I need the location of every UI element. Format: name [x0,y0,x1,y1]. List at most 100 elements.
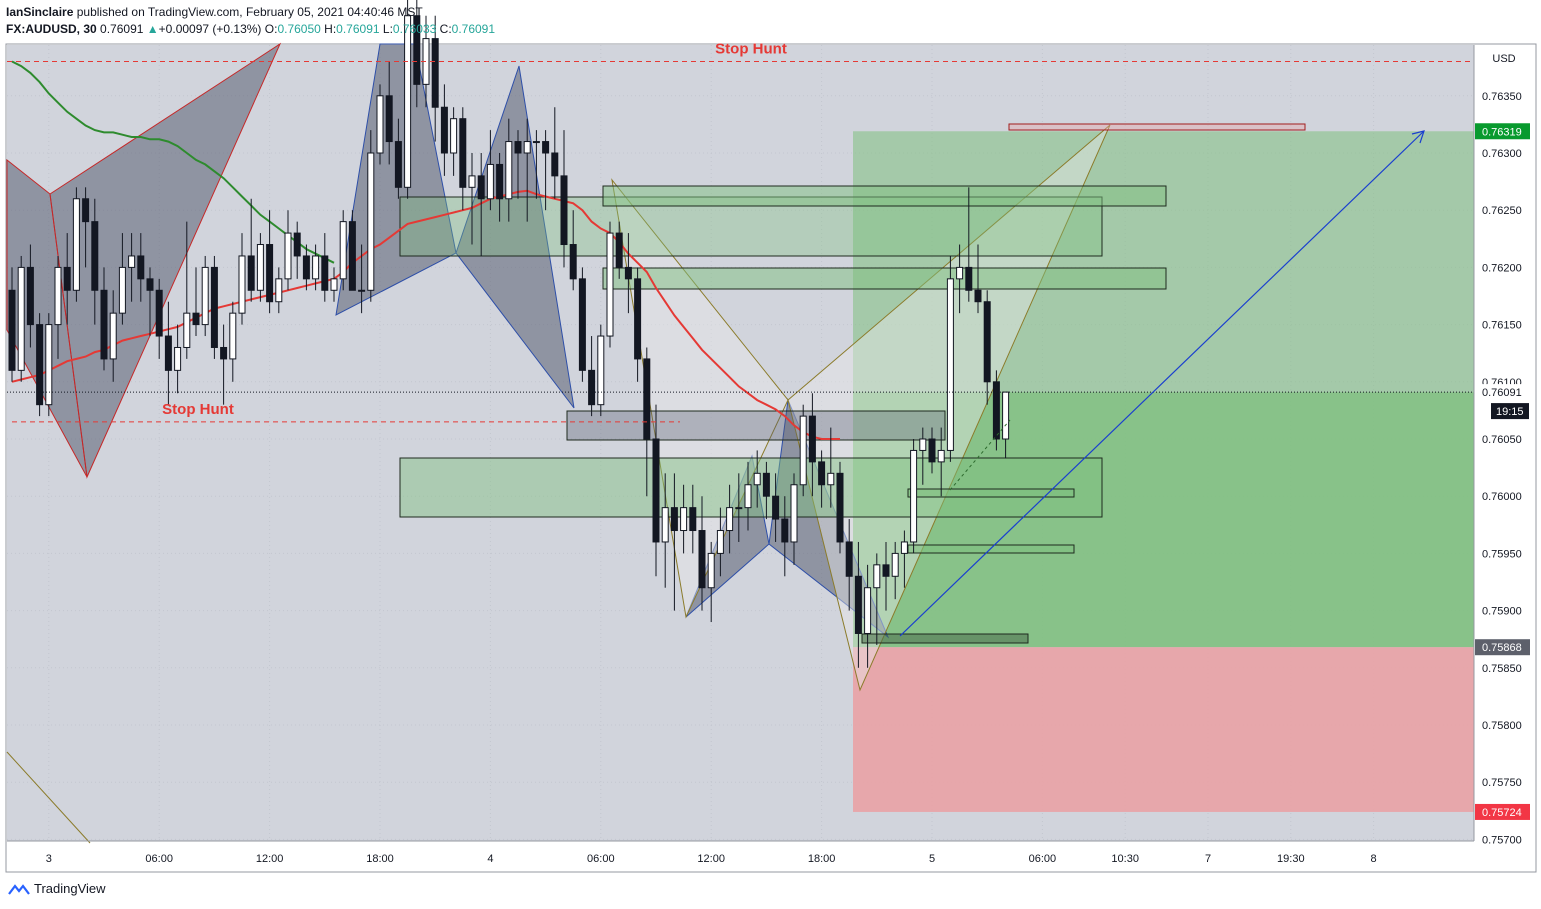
candle-body [891,552,899,577]
high-value: 0.76091 [336,22,380,36]
stop-zone [853,647,1474,812]
candle-body [431,38,439,108]
stop-hunt-label: Stop Hunt [715,40,787,57]
price-axis[interactable]: USD 0.76350 0.76300 0.76250 0.76200 0.76150 0.… [1473,45,1530,846]
time-tick-label: 18:00 [808,853,836,865]
publisher-name[interactable]: IanSinclaire [6,5,74,19]
high-label: H: [324,22,337,36]
time-tick-label: 06:00 [1029,853,1057,865]
close-label: C: [439,22,452,36]
price-change: +0.00097 (+0.13%) [158,22,262,36]
candle-body [974,289,982,303]
candle-body [413,15,421,85]
footer-brand[interactable]: TradingView [8,881,106,896]
candle-body [54,266,62,326]
candle-body [808,415,816,463]
price-tick-label: 0.75750 [1482,777,1522,789]
candle-body [358,289,366,292]
candle-body [36,324,44,406]
candle-body [1002,391,1010,440]
candle-body [569,244,577,280]
candle-body [937,449,945,463]
time-tick-label: 8 [1371,853,1377,865]
close-value: 0.76091 [451,22,496,36]
candle-body [45,324,53,406]
publish-info: IanSinclaire published on TradingView.co… [6,5,423,19]
candle-body [670,507,678,532]
candle-body [735,507,743,510]
time-tick-label: 06:00 [587,853,615,865]
price-tick-label: 0.75900 [1482,606,1522,618]
candle-body [72,198,80,291]
candle-body [634,278,642,360]
candle-body [542,141,550,154]
candle-body [900,541,908,554]
candle-body [588,369,596,406]
candle-body [992,381,1000,440]
price-tick-label: 0.76150 [1482,320,1522,332]
candle-body [312,255,320,280]
supply-demand-boxes [399,123,1306,644]
candle-body [266,244,274,303]
zone-box [566,410,946,441]
candle-body [477,175,485,200]
candle-body [707,552,715,589]
last-price-badge-bg [1475,384,1530,401]
up-arrow-icon: ▲ [146,22,159,36]
time-axis[interactable]: 3 06:00 12:00 18:00 4 06:00 12:00 18:00 5 06:00 10… [7,840,1474,865]
zone-box [861,633,1029,644]
ma-long-line [11,60,335,264]
candle-body [459,118,467,188]
candle-body [192,312,200,326]
candle-body [229,312,237,360]
candle-body [256,244,264,291]
candle-body [100,289,108,360]
zone-box [1008,123,1306,131]
price-tick-label: 0.76250 [1482,205,1522,217]
candle-body [827,472,835,486]
candle-body [753,472,761,486]
candle-body [845,541,853,577]
time-tick-label: 5 [929,853,935,865]
price-tick-label: 0.75700 [1482,834,1522,846]
candle-body [486,163,494,200]
harmonic-pattern [49,42,282,479]
candle-body [201,266,209,326]
candle-body [983,301,991,383]
candle-body [698,530,706,589]
price-tick-label: 0.75950 [1482,548,1522,560]
candle-body [560,175,568,246]
symbol[interactable]: FX:AUDUSD [6,22,77,36]
candle-body [440,106,448,154]
candle-body [238,255,246,314]
candle-body [965,266,973,291]
candle-body [174,346,182,371]
interval: 30 [83,22,97,36]
time-tick-label: 18:00 [366,853,394,865]
price-tick-label: 0.76300 [1482,148,1522,160]
zone-box [602,267,1167,290]
candle-body [799,415,807,486]
target-price-badge: 0.76319 [1482,126,1522,138]
time-tick-label: 19:30 [1277,853,1305,865]
candle-body [882,564,890,577]
candle-body [854,575,862,634]
tradingview-logo-icon [8,883,30,895]
candle-body [275,278,283,303]
candle-body [210,266,218,348]
candle-body [367,152,375,291]
entry-price-badge-bg [1475,639,1530,656]
low-value: 0.76033 [392,22,437,36]
open-label: O: [264,22,278,36]
candle-body [864,587,872,634]
candle-body [385,95,393,143]
countdown-badge: 19:15 [1496,406,1524,418]
candle-body [652,438,660,543]
candle-body [293,232,301,257]
candle-body [17,266,25,371]
candle-body [155,289,163,337]
candle-body [164,335,172,371]
candle-body [321,255,329,291]
last-price: 0.76091 [100,22,144,36]
